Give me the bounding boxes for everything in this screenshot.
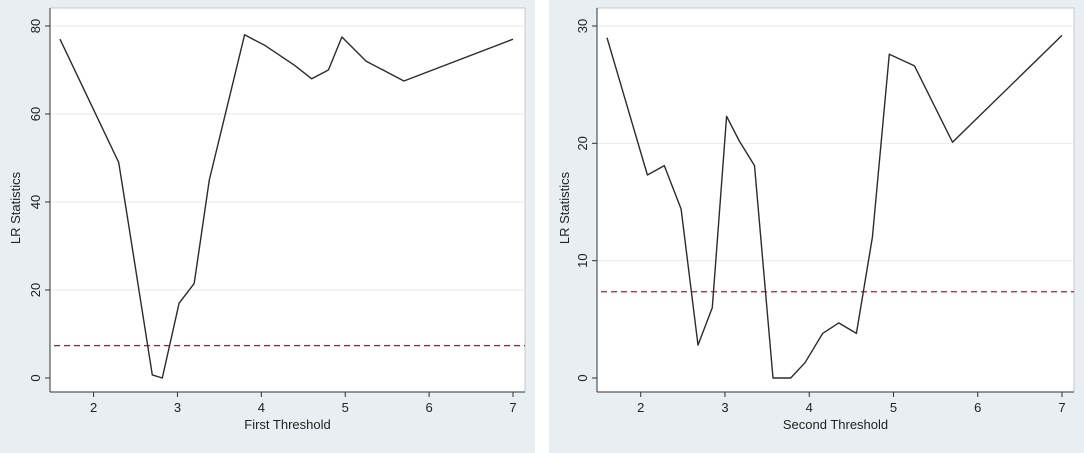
y-tick-label: 20 (575, 136, 590, 150)
x-axis-title: Second Threshold (783, 417, 888, 432)
chart-panel-second-threshold: 0 10 20 30 2 3 4 5 6 7 Second Threshold LR Statisti… (549, 0, 1084, 453)
x-tick-label: 4 (806, 400, 813, 415)
x-tick-label: 6 (425, 400, 432, 415)
y-tick-label: 40 (28, 195, 43, 209)
y-tick-label: 60 (28, 107, 43, 121)
y-tick-label: 80 (28, 19, 43, 33)
x-tick-label: 5 (890, 400, 897, 415)
x-tick-label: 7 (1058, 400, 1065, 415)
x-tick-label: 7 (509, 400, 516, 415)
y-axis-title: LR Statistics (8, 171, 23, 244)
y-tick-label: 30 (575, 19, 590, 33)
plot-area (596, 7, 1075, 393)
x-tick-label: 5 (342, 400, 349, 415)
chart-second-threshold: 0 10 20 30 2 3 4 5 6 7 Second Threshold LR Statisti… (557, 7, 1075, 432)
lr-statistics-line (606, 34, 1063, 379)
y-tick-label: 0 (575, 374, 590, 381)
y-axis-title: LR Statistics (557, 171, 572, 244)
x-axis-title: First Threshold (244, 417, 330, 432)
y-tick-label: 20 (28, 283, 43, 297)
y-tick-label: 10 (575, 253, 590, 267)
x-tick-label: 2 (637, 400, 644, 415)
plot-area (49, 7, 526, 393)
x-tick-label: 6 (974, 400, 981, 415)
lr-statistics-line (59, 34, 514, 379)
y-tick-label: 0 (28, 374, 43, 381)
chart-first-threshold: 0 20 40 60 80 2 3 4 5 6 7 First Threshold LR Statist… (8, 7, 526, 432)
x-tick-label: 3 (174, 400, 181, 415)
x-tick-label: 2 (90, 400, 97, 415)
chart-panel-first-threshold: 0 20 40 60 80 2 3 4 5 6 7 First Threshold LR Statist… (0, 0, 535, 453)
x-tick-label: 4 (258, 400, 265, 415)
x-tick-label: 3 (721, 400, 728, 415)
